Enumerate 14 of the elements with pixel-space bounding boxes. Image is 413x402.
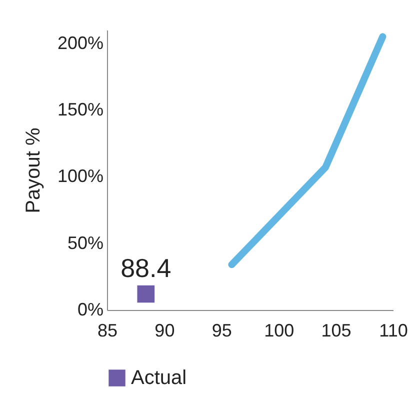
y-tick-label: 50% — [67, 232, 104, 253]
y-tick-label: 100% — [57, 166, 104, 186]
x-tick-label: 85 — [97, 320, 118, 340]
y-tick-label: 200% — [57, 32, 104, 53]
x-tick-label: 110 — [379, 320, 408, 340]
y-tick-label: 0% — [77, 300, 104, 320]
y-axis-title: Payout % — [22, 127, 44, 214]
x-tick-label: 100 — [264, 320, 294, 340]
legend-label: Actual — [131, 367, 187, 389]
x-tick-label: 105 — [321, 320, 352, 340]
y-tick-label: 150% — [57, 100, 104, 120]
x-tick-label: 90 — [154, 320, 175, 340]
annotation: 88.4 — [120, 253, 172, 283]
x-tick-label: 95 — [212, 320, 232, 340]
